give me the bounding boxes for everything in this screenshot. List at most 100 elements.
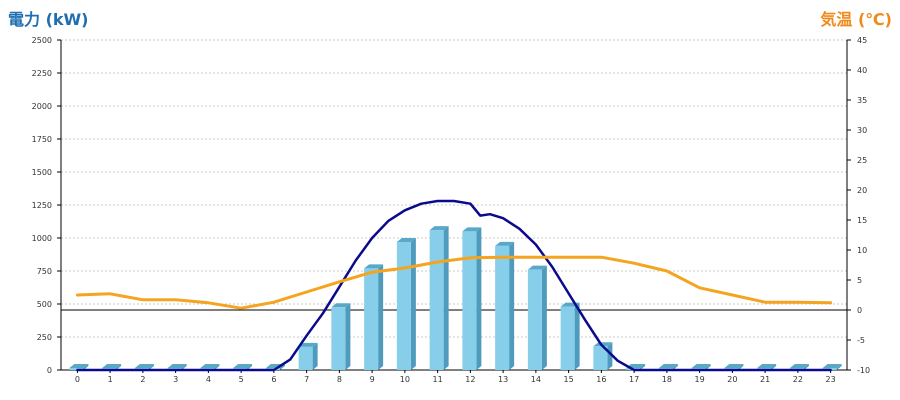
bar-top: [429, 226, 449, 231]
bar-side: [705, 364, 711, 370]
bar-side: [345, 303, 351, 370]
x-tick-label: 13: [498, 375, 508, 384]
bar-side: [771, 364, 777, 370]
bar-top: [69, 364, 89, 368]
bar-side: [443, 226, 449, 370]
bar-side: [640, 364, 646, 370]
bar-top: [364, 264, 384, 269]
right-tick-label: 30: [857, 126, 867, 135]
x-tick-label: 14: [531, 375, 541, 384]
left-tick-label: 1000: [32, 234, 52, 243]
right-tick-label: 20: [857, 186, 867, 195]
bar: [364, 268, 379, 370]
x-tick-label: 23: [826, 375, 836, 384]
bar-side: [214, 364, 220, 370]
x-tick-label: 10: [400, 375, 410, 384]
x-tick-label: 21: [760, 375, 770, 384]
right-tick-label: 0: [857, 306, 862, 315]
left-tick-label: 2500: [32, 36, 52, 45]
left-tick-label: 250: [37, 333, 52, 342]
bar-top: [396, 237, 416, 242]
bar-side: [476, 227, 482, 370]
x-tick-label: 3: [173, 375, 178, 384]
right-tick-label: 15: [857, 216, 867, 225]
right-tick-label: 10: [857, 246, 867, 255]
x-tick-label: 12: [465, 375, 475, 384]
left-tick-label: 1250: [32, 201, 52, 210]
bar-side: [247, 364, 253, 370]
bar-side: [181, 364, 187, 370]
left-tick-label: 500: [37, 300, 52, 309]
bar: [462, 231, 477, 370]
bar-side: [410, 237, 416, 370]
bar-top: [691, 364, 711, 368]
left-tick-label: 0: [47, 366, 52, 375]
x-tick-label: 4: [206, 375, 211, 384]
bar-side: [83, 364, 89, 370]
bar: [69, 368, 84, 370]
bar: [527, 269, 542, 370]
x-tick-label: 16: [596, 375, 606, 384]
left-tick-label: 2250: [32, 69, 52, 78]
bar: [298, 346, 313, 370]
left-axis-title: 電力 (kW): [8, 10, 89, 29]
bar-top: [298, 342, 318, 347]
right-tick-label: 5: [857, 276, 862, 285]
left-tick-label: 1750: [32, 135, 52, 144]
x-tick-label: 7: [304, 375, 309, 384]
bar-side: [312, 342, 318, 370]
bar-side: [836, 364, 842, 370]
x-tick-label: 11: [433, 375, 443, 384]
right-tick-label: 25: [857, 156, 867, 165]
x-tick-label: 6: [271, 375, 276, 384]
bar-side: [116, 364, 122, 370]
bar-top: [331, 303, 351, 308]
bar-top: [527, 265, 547, 270]
bar-top: [200, 364, 220, 368]
right-axis-title: 気温 (℃): [820, 10, 892, 29]
bar-side: [279, 364, 285, 370]
x-tick-label: 17: [629, 375, 639, 384]
bar: [560, 306, 575, 370]
right-tick-label: -10: [857, 366, 870, 375]
bar-top: [134, 364, 154, 368]
bar-side: [148, 364, 154, 370]
bar-side: [509, 241, 515, 370]
x-tick-label: 0: [75, 375, 80, 384]
right-tick-label: 45: [857, 36, 867, 45]
bar: [495, 245, 510, 370]
left-tick-label: 2000: [32, 102, 52, 111]
bar: [593, 346, 608, 370]
x-tick-label: 8: [337, 375, 342, 384]
bar: [331, 307, 346, 370]
bar-side: [803, 364, 809, 370]
bar-top: [724, 364, 744, 368]
bar-side: [574, 302, 580, 370]
x-tick-label: 18: [662, 375, 672, 384]
right-tick-label: -5: [857, 336, 865, 345]
x-tick-label: 1: [108, 375, 113, 384]
power-line: [76, 199, 832, 372]
bar-top: [658, 364, 678, 368]
bar: [396, 241, 411, 370]
x-tick-label: 5: [239, 375, 244, 384]
x-tick-label: 15: [564, 375, 574, 384]
bar-side: [378, 264, 384, 370]
bar-top: [789, 364, 809, 368]
bar-top: [757, 364, 777, 368]
right-tick-label: 40: [857, 66, 867, 75]
x-tick-label: 20: [727, 375, 737, 384]
right-tick-label: 35: [857, 96, 867, 105]
bar-side: [672, 364, 678, 370]
left-tick-label: 750: [37, 267, 52, 276]
bar-top: [593, 342, 613, 347]
x-tick-label: 22: [793, 375, 803, 384]
x-tick-label: 19: [695, 375, 705, 384]
bar-top: [462, 227, 482, 232]
bar-top: [495, 241, 515, 246]
x-tick-label: 9: [370, 375, 375, 384]
bar-top: [822, 364, 842, 368]
bar-top: [102, 364, 122, 368]
bar: [429, 230, 444, 370]
bar-side: [541, 265, 547, 370]
